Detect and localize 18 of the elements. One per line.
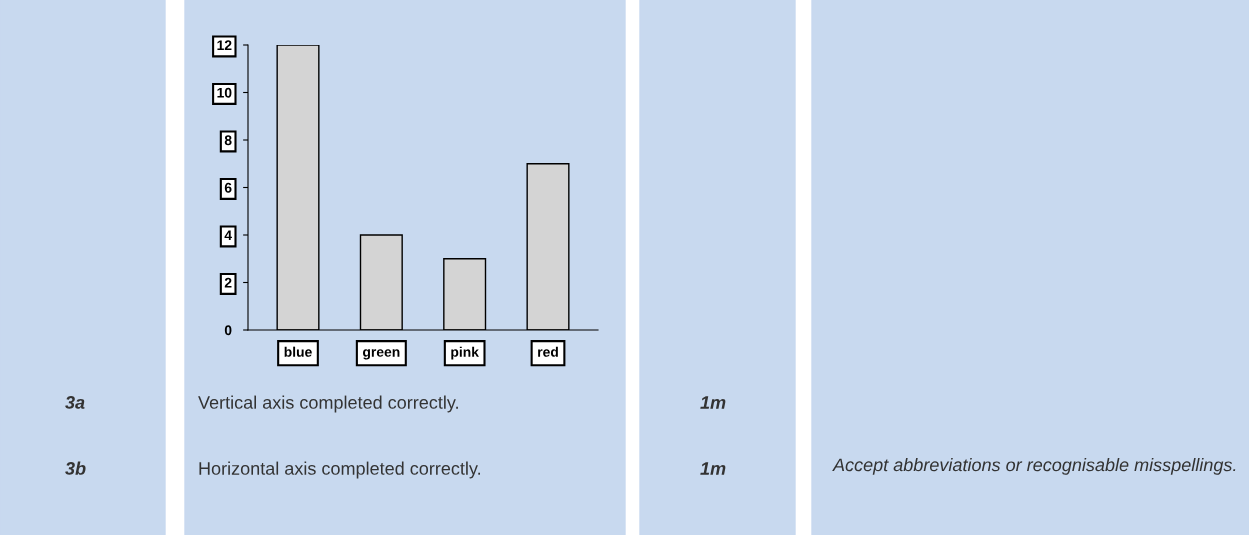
text: 1m [700, 462, 726, 475]
text: Horizontal axis completed correctly. [199, 461, 480, 479]
y-tick-label: 8 [224, 135, 232, 146]
text: 3b [65, 461, 86, 475]
text: Vertical axis completed correctly. [198, 395, 458, 413]
text: 1m [700, 396, 726, 409]
x-tick-label: red [538, 346, 558, 357]
y-tick-label: 10 [217, 87, 232, 98]
x-tick-label: blue [284, 346, 312, 357]
x-tick-label: pink [451, 346, 479, 360]
y-tick-label: 12 [217, 40, 232, 51]
text: 3a [65, 396, 85, 409]
y-tick-label: 0 [224, 325, 232, 336]
y-tick-label: 4 [224, 230, 232, 241]
y-tick-label: 6 [224, 182, 232, 193]
text: Accept abbreviations or recognisable misspellings. [832, 458, 1236, 475]
x-tick-label: green [362, 349, 400, 360]
y-tick-label: 2 [224, 277, 232, 288]
